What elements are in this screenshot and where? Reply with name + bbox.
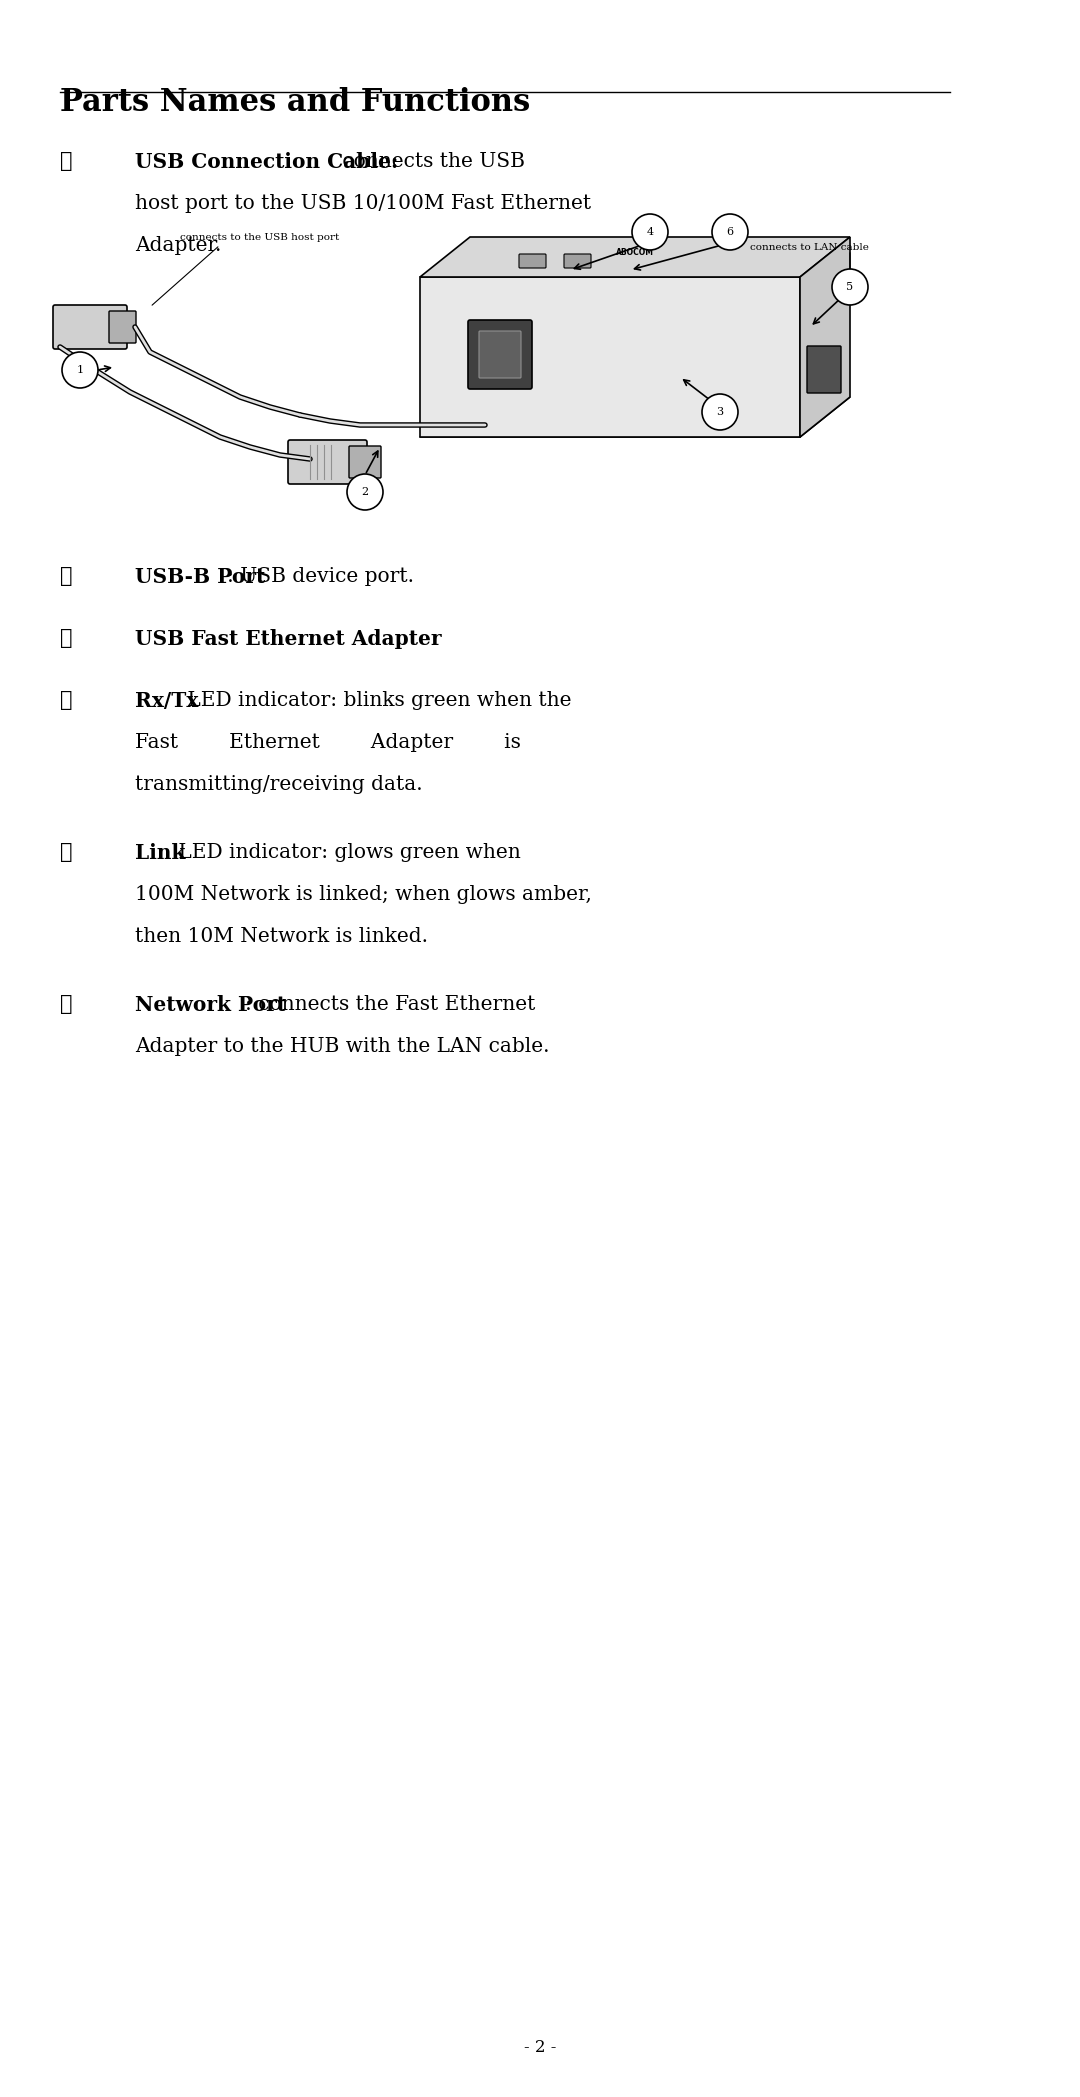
Text: Parts Names and Functions: Parts Names and Functions (60, 86, 530, 117)
Text: 100M Network is linked; when glows amber,: 100M Network is linked; when glows amber… (135, 885, 592, 904)
FancyBboxPatch shape (564, 254, 591, 268)
Text: USB Fast Ethernet Adapter: USB Fast Ethernet Adapter (135, 629, 442, 648)
Text: LED indicator: blinks green when the: LED indicator: blinks green when the (181, 692, 571, 711)
Circle shape (62, 352, 98, 388)
Text: ⑥: ⑥ (60, 994, 72, 1015)
FancyBboxPatch shape (109, 310, 136, 344)
Text: 4: 4 (647, 226, 653, 237)
Text: Link: Link (135, 843, 186, 864)
Text: USB Connection Cable:: USB Connection Cable: (135, 151, 399, 172)
Text: ②: ② (60, 566, 72, 585)
Text: connects the USB: connects the USB (337, 151, 526, 172)
Text: ③: ③ (60, 629, 72, 648)
Circle shape (702, 394, 738, 430)
Text: connects to LAN cable: connects to LAN cable (750, 243, 869, 252)
Text: LED indicator: glows green when: LED indicator: glows green when (172, 843, 521, 862)
FancyBboxPatch shape (519, 254, 546, 268)
Text: transmitting/receiving data.: transmitting/receiving data. (135, 776, 422, 795)
Text: : USB device port.: : USB device port. (227, 566, 414, 585)
Text: : connects the Fast Ethernet: : connects the Fast Ethernet (245, 994, 536, 1015)
FancyBboxPatch shape (53, 304, 127, 348)
FancyBboxPatch shape (807, 346, 841, 392)
Circle shape (832, 268, 868, 304)
Circle shape (632, 214, 669, 250)
Text: Fast        Ethernet        Adapter        is: Fast Ethernet Adapter is (135, 734, 521, 753)
Text: 6: 6 (727, 226, 733, 237)
Text: 1: 1 (77, 365, 83, 375)
Text: host port to the USB 10/100M Fast Ethernet: host port to the USB 10/100M Fast Ethern… (135, 195, 591, 214)
Polygon shape (420, 396, 850, 436)
Text: ABOCOM: ABOCOM (616, 247, 654, 258)
FancyBboxPatch shape (480, 331, 521, 377)
Text: 5: 5 (847, 281, 853, 291)
Text: Adapter.: Adapter. (135, 237, 221, 256)
Text: 3: 3 (716, 407, 724, 417)
Text: Adapter to the HUB with the LAN cable.: Adapter to the HUB with the LAN cable. (135, 1038, 550, 1057)
Text: ④: ④ (60, 692, 72, 711)
Polygon shape (420, 237, 850, 277)
Text: ⑤: ⑤ (60, 843, 72, 862)
Text: then 10M Network is linked.: then 10M Network is linked. (135, 927, 428, 946)
Text: ①: ① (60, 151, 72, 172)
Text: connects to the USB host port: connects to the USB host port (180, 233, 339, 241)
Text: Network Port: Network Port (135, 994, 286, 1015)
Text: 2: 2 (362, 487, 368, 497)
FancyBboxPatch shape (288, 440, 367, 484)
Polygon shape (800, 237, 850, 436)
Circle shape (347, 474, 383, 510)
FancyBboxPatch shape (468, 321, 532, 390)
Text: Rx/Tx: Rx/Tx (135, 692, 199, 711)
Text: - 2 -: - 2 - (524, 2038, 556, 2055)
Polygon shape (420, 277, 800, 436)
FancyBboxPatch shape (349, 447, 381, 478)
Text: USB-B Port: USB-B Port (135, 566, 266, 587)
Circle shape (712, 214, 748, 250)
